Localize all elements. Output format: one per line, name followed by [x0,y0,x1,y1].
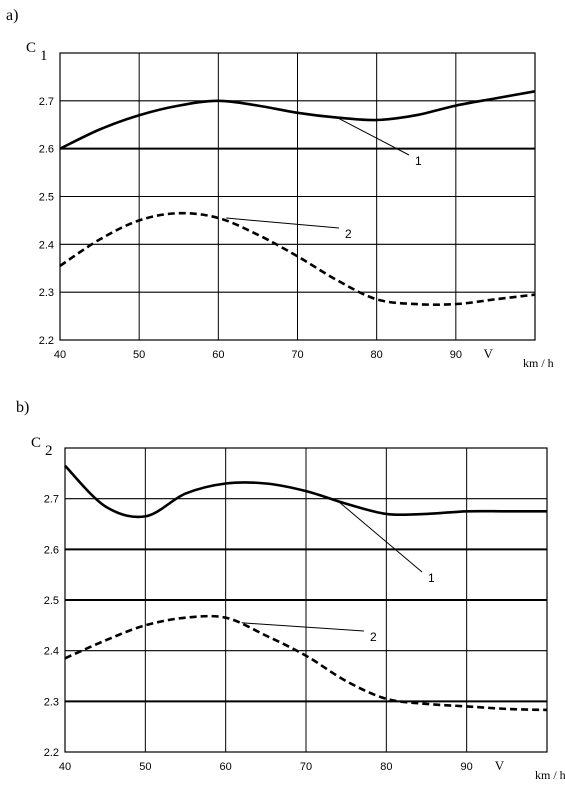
y-tick-label: 2.4 [39,239,54,251]
curve-label: 2 [345,227,352,241]
curve-label-leader [337,500,423,573]
y-tick-label: 2.5 [44,595,59,607]
y-tick-label: 2.6 [44,544,59,556]
y-tick-label: 2.7 [44,494,59,506]
panel-label: a) [6,7,18,24]
y-axis-label: C [31,435,41,451]
y-tick-label: 2.3 [39,287,54,299]
x-tick-label: 70 [300,761,312,773]
curve-label: 1 [428,571,435,585]
y-tick-label: 2.5 [39,192,54,204]
series-line-1 [59,90,536,150]
x-tick-label: 40 [59,761,71,773]
x-tick-label: 50 [139,761,151,773]
curve-label-leader [226,217,340,229]
series-line-2 [64,614,548,712]
x-tick-label: 60 [212,349,224,361]
curve-label: 2 [370,630,377,644]
y-tick-label: 2.7 [39,96,54,108]
x-axis-unit: km / h [535,768,565,782]
x-axis-label: V [484,346,494,361]
y-axis-label-index: 1 [40,48,48,64]
x-tick-label: 60 [220,761,232,773]
y-tick-label: 2.6 [39,144,54,156]
y-tick-label: 2.4 [44,646,59,658]
x-axis-unit: km / h [523,356,554,370]
panel-label: b) [16,399,29,416]
curve-label-leader [336,117,410,156]
curve-label-leader [241,622,365,632]
x-tick-label: 50 [133,349,145,361]
y-tick-label: 2.2 [39,335,54,347]
x-tick-label: 70 [291,349,303,361]
y-axis-label: C [26,40,36,56]
curve-label: 1 [415,154,422,168]
series-line-1 [64,464,547,519]
x-tick-label: 80 [371,349,383,361]
plot-frame [64,447,548,753]
x-tick-label: 80 [380,761,392,773]
x-tick-label: 40 [54,349,66,361]
x-tick-label: 90 [461,761,473,773]
x-tick-label: 90 [450,349,462,361]
plot-frame [59,52,536,341]
x-axis-label: V [495,758,505,773]
y-tick-label: 2.3 [44,696,59,708]
y-axis-label-index: 2 [45,443,53,459]
y-tick-label: 2.2 [44,747,59,759]
series-line-2 [59,211,536,306]
